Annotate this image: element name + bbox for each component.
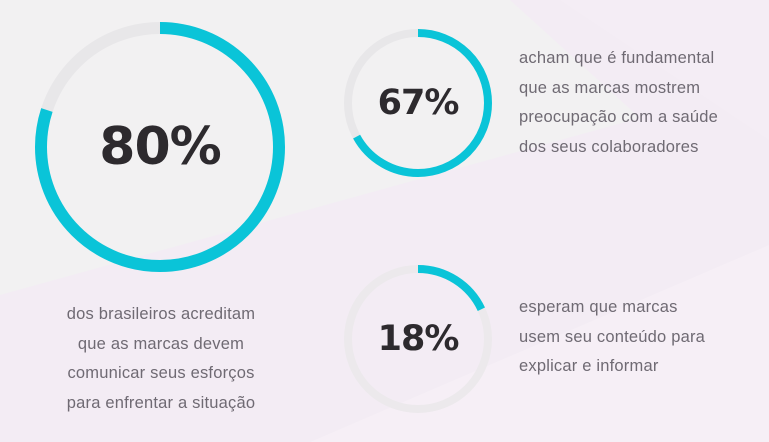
donut-chart-80-icon — [35, 22, 285, 272]
donut-progress-arc-18 — [344, 265, 492, 413]
bg-wash-top-right — [560, 0, 769, 140]
description-line: para enfrentar a situação — [66, 393, 256, 412]
donut-chart-67-icon — [344, 29, 492, 177]
description-line: que as marcas devem — [77, 334, 245, 353]
description-line: preocupação com a saúde — [519, 108, 719, 126]
stat-value-18: 18% — [377, 319, 460, 359]
bg-wash-bottom-right — [310, 245, 769, 442]
stat-donut-18: 18% — [344, 265, 492, 413]
donut-progress-arc-67 — [344, 29, 492, 177]
description-line: usem seu conteúdo para — [519, 327, 706, 346]
donut-chart-18-icon — [344, 265, 492, 413]
description-line: dos brasileiros acreditam — [66, 305, 256, 323]
description-line: que as marcas mostrem — [519, 78, 701, 97]
stat-description-80: dos brasileiros acreditam que as marcas … — [30, 300, 292, 418]
description-line: dos seus colaboradores — [519, 137, 699, 156]
description-line: esperam que marcas — [519, 298, 678, 316]
stat-description-67: acham que é fundamental que as marcas mo… — [519, 44, 718, 162]
stat-donut-80: 80% — [35, 22, 285, 272]
stat-value-80: 80% — [99, 117, 221, 177]
donut-progress-arc-80 — [35, 22, 285, 272]
description-line: comunicar seus esforços — [67, 364, 255, 382]
stat-value-67: 67% — [377, 83, 460, 123]
description-line: explicar e informar — [519, 357, 659, 375]
stat-description-18: esperam que marcas usem seu conteúdo par… — [519, 293, 705, 382]
stat-donut-67: 67% — [344, 29, 492, 177]
description-line: acham que é fundamental — [519, 49, 715, 67]
